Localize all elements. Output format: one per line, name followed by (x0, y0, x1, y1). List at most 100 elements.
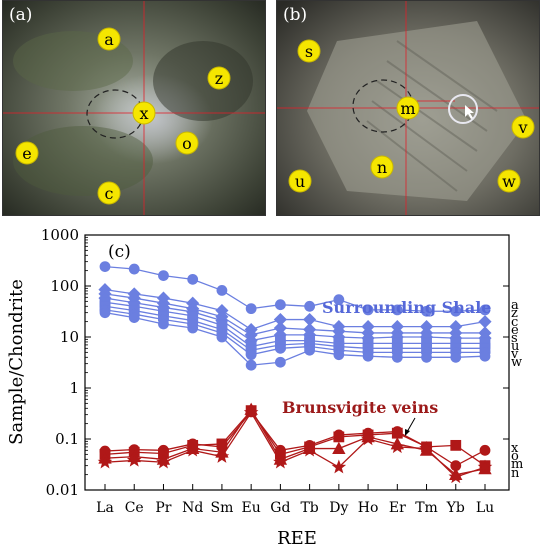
data-point-n-La (97, 454, 113, 469)
sample-marker-c: c (97, 181, 121, 205)
sample-marker-label: z (215, 69, 223, 88)
series-end-label-n: n (511, 466, 520, 481)
ree-pattern-chart: 0.01 0.1 1 10 100 1000 La Ce Pr Nd Sm Eu Gd Tb Dy Ho Er… (6, 226, 523, 549)
x-axis-title: REE (277, 528, 317, 549)
y-tick-label: 1 (69, 379, 79, 397)
data-point-z-Lu (478, 315, 492, 329)
data-point-n-Gd (273, 454, 288, 469)
x-tick-label: Dy (329, 500, 348, 516)
x-tick-label: Pr (155, 500, 171, 516)
data-point-a-Er (391, 304, 403, 316)
x-tick-label: Lu (476, 500, 494, 516)
x-tick-label: Tb (300, 500, 318, 516)
sample-marker-v: v (511, 115, 535, 139)
data-point-a-Sm (216, 284, 228, 296)
data-point-w-La (99, 307, 111, 319)
sample-marker-label: a (104, 30, 114, 49)
data-point-n-Tb (302, 442, 317, 457)
photo-b-image: s m v u n w (277, 1, 539, 215)
x-tick-label: Tm (415, 500, 438, 516)
plot-frame (84, 234, 510, 491)
data-point-o-Dy (333, 431, 345, 443)
y-tick-label: 10 (60, 328, 79, 346)
x-tick-label: Nd (182, 500, 203, 516)
series-end-label-e: e (511, 323, 519, 338)
x-tick-label: Er (389, 500, 406, 516)
data-point-n-Nd (185, 442, 200, 457)
data-point-w-Yb (450, 351, 462, 363)
series-end-label-u: u (511, 339, 519, 354)
series-line-m (104, 408, 486, 476)
y-axis: 0.01 0.1 1 10 100 1000 (41, 226, 509, 499)
x-axis: La Ce Pr Nd Sm Eu Gd Tb Dy Ho Er Tm Yb Lu (96, 484, 494, 516)
data-point-a-Lu (479, 304, 491, 316)
y-tick-label: 0.1 (55, 430, 79, 448)
photo-panel-b: s m v u n w (b) (276, 0, 540, 216)
data-point-w-Ce (128, 312, 140, 324)
photo-a-image: a z x e o c (3, 1, 265, 215)
sample-marker-u: u (288, 169, 312, 193)
sample-marker-label: o (182, 134, 192, 153)
data-point-a-Tb (304, 300, 316, 312)
data-point-w-Sm (216, 331, 228, 343)
series-a (99, 261, 491, 317)
series-layer (97, 261, 493, 484)
data-point-w-Pr (158, 318, 169, 330)
data-point-a-Pr (158, 270, 169, 281)
series-end-label-x: x (511, 441, 519, 456)
sample-marker-label: s (305, 42, 313, 61)
data-point-w-Dy (333, 349, 345, 361)
sample-marker-label: u (295, 172, 305, 191)
data-point-o-Er (391, 427, 403, 439)
annotation-brunsvigite-veins: Brunsvigite veins (282, 398, 438, 417)
x-tick-label: Ce (125, 500, 144, 516)
annotation-arrow (406, 417, 416, 433)
data-point-m-Dy (332, 441, 346, 454)
x-tick-label: Eu (242, 500, 261, 516)
x-tick-label: Ho (358, 500, 379, 516)
sample-marker-e: e (15, 141, 39, 165)
data-point-x-Lu (479, 444, 491, 456)
data-point-w-Ho (362, 350, 374, 362)
data-point-n-Ce (126, 452, 142, 467)
photo-panel-a: a z x e o c (a) (2, 0, 266, 216)
data-point-w-Eu (245, 359, 257, 371)
x-tick-label: La (96, 500, 114, 516)
x-tick-label: Sm (210, 500, 233, 516)
sample-marker-s: s (297, 39, 321, 63)
data-point-a-Gd (274, 299, 286, 311)
data-point-a-Nd (187, 273, 199, 285)
series-w (99, 307, 491, 371)
sample-marker-label: c (105, 184, 114, 203)
data-point-n-Pr (156, 454, 171, 469)
series-end-label-w: w (511, 355, 522, 370)
sample-marker-label: n (377, 158, 387, 177)
panel-label-b: (b) (283, 5, 308, 25)
sample-marker-label: w (502, 172, 516, 191)
series-end-label-m: m (511, 457, 523, 472)
mouse-pointer-icon (465, 105, 474, 119)
series-end-label-z: z (511, 306, 518, 321)
data-point-n-Er (390, 439, 405, 454)
y-tick-label: 0.01 (46, 481, 79, 499)
data-point-a-Ho (362, 304, 374, 316)
data-point-n-Yb (448, 469, 464, 484)
sample-marker-label: m (400, 99, 415, 118)
data-point-n-Lu (477, 459, 493, 474)
sample-marker-m: m (396, 96, 420, 120)
sample-marker-x: x (132, 101, 156, 125)
data-point-w-Tb (304, 344, 316, 356)
y-tick-label: 1000 (41, 226, 79, 244)
sample-marker-label: v (517, 118, 527, 137)
x-tick-label: Gd (270, 500, 290, 516)
annotation-surrounding-shale: Surrounding Shale (322, 298, 491, 317)
data-point-n-Sm (214, 449, 230, 463)
sample-marker-z: z (207, 66, 231, 90)
data-point-w-Tm (421, 351, 432, 363)
sample-marker-a: a (97, 27, 121, 51)
y-tick-label: 100 (50, 277, 79, 295)
series-end-label-c: c (511, 315, 518, 330)
data-point-a-Yb (450, 305, 462, 317)
series-n (97, 404, 493, 484)
